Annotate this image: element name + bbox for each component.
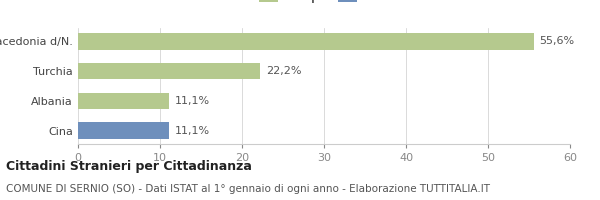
Text: 55,6%: 55,6% [539, 36, 575, 46]
Bar [78, 63, 260, 79]
Text: 11,1%: 11,1% [175, 96, 210, 106]
Text: 22,2%: 22,2% [266, 66, 301, 76]
Text: COMUNE DI SERNIO (SO) - Dati ISTAT al 1° gennaio di ogni anno - Elaborazione TUT: COMUNE DI SERNIO (SO) - Dati ISTAT al 1°… [6, 184, 490, 194]
Legend: Europa, Asia: Europa, Asia [255, 0, 393, 7]
Text: Cittadini Stranieri per Cittadinanza: Cittadini Stranieri per Cittadinanza [6, 160, 252, 173]
Bar [78, 93, 169, 109]
Text: 11,1%: 11,1% [175, 126, 210, 136]
Bar [78, 33, 534, 50]
Bar [78, 122, 169, 139]
